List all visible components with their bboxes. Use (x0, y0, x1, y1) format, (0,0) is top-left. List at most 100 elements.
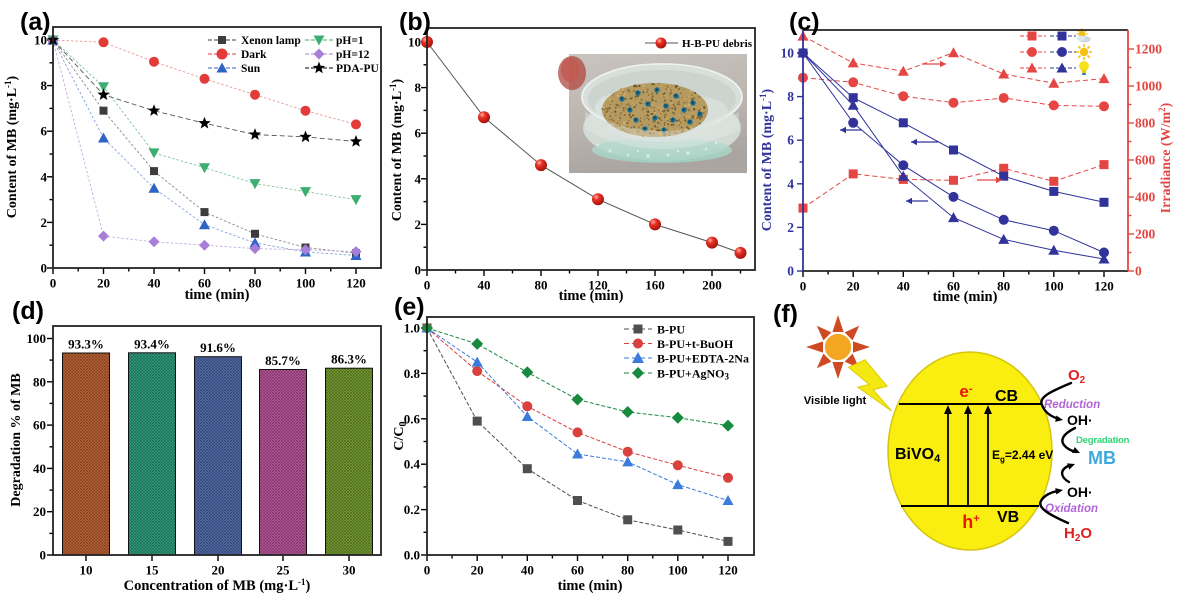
svg-text:4: 4 (415, 171, 422, 186)
svg-text:0.0: 0.0 (404, 548, 420, 563)
svg-text:100: 100 (27, 331, 47, 346)
svg-text:0: 0 (415, 263, 422, 278)
svg-text:40: 40 (148, 276, 161, 291)
svg-text:Sun: Sun (241, 63, 261, 75)
svg-text:10: 10 (408, 35, 421, 50)
svg-text:8: 8 (787, 89, 794, 104)
svg-text:80: 80 (997, 279, 1010, 294)
svg-text:CB: CB (995, 388, 1018, 405)
svg-text:pH=12: pH=12 (336, 49, 370, 61)
svg-text:Degradation: Degradation (1076, 435, 1130, 446)
svg-text:15: 15 (146, 563, 160, 578)
svg-text:20: 20 (847, 279, 860, 294)
svg-text:800: 800 (1135, 116, 1156, 131)
svg-text:(d): (d) (12, 297, 44, 325)
svg-text:1200: 1200 (1135, 42, 1162, 57)
svg-text:600: 600 (1135, 153, 1156, 168)
svg-text:40: 40 (33, 461, 46, 476)
svg-text:86.3%: 86.3% (331, 352, 367, 367)
svg-text:2: 2 (787, 220, 794, 235)
svg-text:time (min): time (min) (933, 289, 998, 305)
svg-text:20: 20 (471, 563, 484, 578)
svg-text:Degradation % of MB: Degradation % of MB (9, 373, 24, 506)
svg-text:0: 0 (787, 264, 794, 279)
svg-text:(c): (c) (789, 8, 820, 36)
svg-text:H2O: H2O (1064, 525, 1092, 544)
svg-text:30: 30 (343, 563, 356, 578)
svg-text:4: 4 (787, 176, 794, 191)
svg-text:200: 200 (702, 278, 722, 293)
svg-text:60: 60 (33, 418, 46, 433)
svg-text:PDA-PU: PDA-PU (336, 63, 379, 75)
svg-text:B-PU+AgNO3: B-PU+AgNO3 (657, 367, 730, 382)
svg-text:20: 20 (33, 504, 46, 519)
svg-text:6: 6 (41, 124, 48, 139)
svg-text:40: 40 (897, 279, 910, 294)
svg-text:4: 4 (41, 169, 48, 184)
svg-text:0: 0 (424, 563, 431, 578)
svg-text:0: 0 (50, 276, 57, 291)
svg-text:40: 40 (478, 278, 491, 293)
svg-text:85.7%: 85.7% (265, 353, 301, 368)
svg-text:0: 0 (1135, 264, 1142, 279)
svg-text:Eg=2.44 eV: Eg=2.44 eV (992, 448, 1053, 464)
svg-text:H-B-PU debris: H-B-PU debris (682, 38, 753, 50)
svg-text:10: 10 (34, 33, 47, 48)
svg-text:91.6%: 91.6% (200, 340, 236, 355)
svg-text:60: 60 (198, 276, 211, 291)
svg-text:Xenon lamp: Xenon lamp (241, 35, 301, 47)
svg-text:BiVO4: BiVO4 (895, 446, 941, 465)
svg-text:0.8: 0.8 (404, 366, 421, 381)
svg-text:B-PU: B-PU (657, 323, 685, 337)
svg-text:1.0: 1.0 (404, 321, 420, 336)
svg-text:93.4%: 93.4% (134, 336, 170, 351)
svg-text:0: 0 (424, 278, 431, 293)
svg-text:Content of MB (mg·L-1): Content of MB (mg·L-1) (3, 75, 20, 218)
svg-text:10: 10 (80, 563, 93, 578)
svg-text:Visible light: Visible light (804, 395, 867, 407)
svg-text:OH·: OH· (1067, 484, 1093, 500)
svg-text:0: 0 (41, 261, 48, 276)
svg-text:120: 120 (588, 278, 608, 293)
svg-text:0: 0 (40, 548, 47, 563)
svg-text:25: 25 (277, 563, 291, 578)
svg-text:40: 40 (521, 563, 534, 578)
svg-text:60: 60 (571, 563, 584, 578)
svg-text:200: 200 (1135, 227, 1156, 242)
svg-text:80: 80 (621, 563, 634, 578)
svg-text:Content of MB (mg·L-1): Content of MB (mg·L-1) (758, 88, 775, 231)
svg-text:2: 2 (41, 215, 48, 230)
svg-text:B-PU+EDTA-2Na: B-PU+EDTA-2Na (657, 352, 749, 366)
svg-text:Irradiance (W/m2): Irradiance (W/m2) (1157, 102, 1174, 213)
svg-text:(a): (a) (20, 8, 51, 36)
svg-text:(f): (f) (773, 300, 798, 328)
svg-text:0.2: 0.2 (404, 502, 420, 517)
svg-text:time (min): time (min) (185, 287, 250, 303)
svg-text:time (min): time (min) (559, 288, 624, 304)
svg-text:pH=1: pH=1 (336, 35, 364, 47)
svg-text:MB: MB (1088, 448, 1116, 468)
svg-text:Dark: Dark (241, 49, 267, 61)
svg-text:93.3%: 93.3% (68, 337, 104, 352)
svg-text:6: 6 (787, 133, 794, 148)
svg-text:100: 100 (296, 276, 316, 291)
svg-text:VB: VB (997, 509, 1019, 526)
svg-text:160: 160 (645, 278, 665, 293)
svg-text:6: 6 (415, 126, 422, 141)
svg-text:OH·: OH· (1067, 412, 1093, 428)
svg-text:120: 120 (346, 276, 366, 291)
svg-text:100: 100 (1044, 279, 1064, 294)
svg-text:20: 20 (212, 563, 225, 578)
svg-text:0: 0 (800, 279, 807, 294)
svg-text:0.4: 0.4 (404, 457, 421, 472)
svg-text:80: 80 (249, 276, 262, 291)
svg-text:120: 120 (1094, 279, 1114, 294)
svg-text:(e): (e) (394, 293, 425, 321)
svg-text:60: 60 (947, 279, 960, 294)
svg-text:Concentration of MB (mg·L-1): Concentration of MB (mg·L-1) (124, 577, 311, 594)
svg-text:10: 10 (781, 46, 795, 61)
svg-text:80: 80 (535, 278, 548, 293)
svg-text:Content of MB (mg·L-1): Content of MB (mg·L-1) (388, 78, 405, 221)
svg-text:B-PU+t-BuOH: B-PU+t-BuOH (657, 337, 734, 351)
svg-text:8: 8 (415, 80, 422, 95)
